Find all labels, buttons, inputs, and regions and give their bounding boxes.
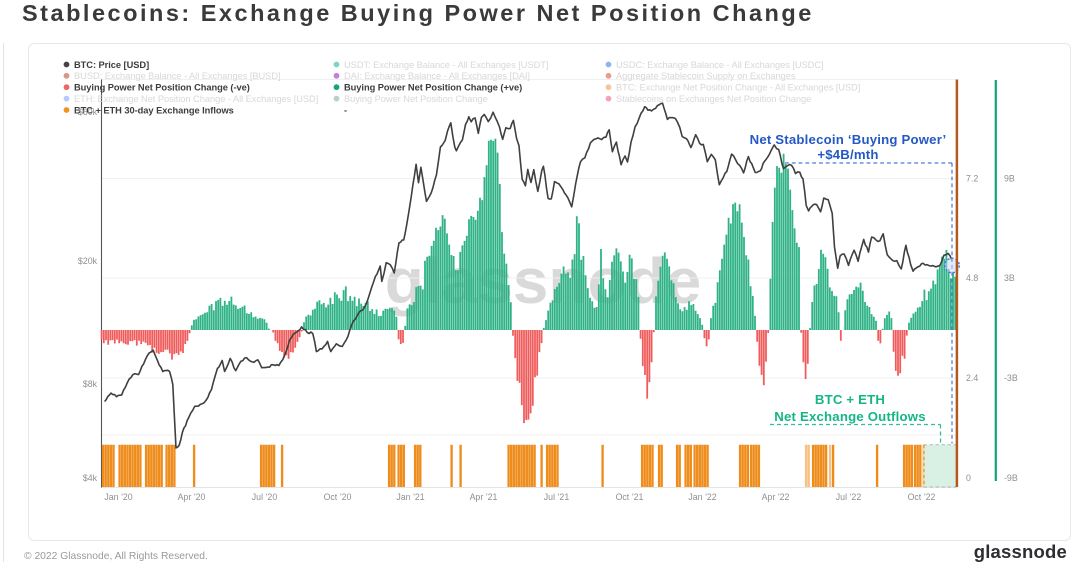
svg-text:$4k: $4k (83, 473, 98, 483)
svg-text:Jan ’22: Jan ’22 (688, 492, 716, 502)
svg-text:7.2: 7.2 (966, 174, 978, 184)
svg-text:Aggregate Stablecoin Supply on: Aggregate Stablecoin Supply on Exchanges (616, 71, 796, 81)
svg-text:Buying Power Net Position Chan: Buying Power Net Position Change (-ve) (74, 83, 250, 93)
svg-text:$20k: $20k (78, 256, 98, 266)
svg-text:BTC + ETH: BTC + ETH (815, 392, 885, 407)
svg-text:BTC: Exchange Net Position Cha: BTC: Exchange Net Position Change - All … (616, 83, 860, 93)
svg-text:BTC: Price [USD]: BTC: Price [USD] (74, 60, 149, 70)
svg-text:Jan ’21: Jan ’21 (396, 492, 424, 502)
svg-text:Stablecoins on Exchanges Net P: Stablecoins on Exchanges Net Position Ch… (616, 94, 811, 104)
svg-text:USDC: Exchange Balance - All E: USDC: Exchange Balance - All Exchanges [… (616, 60, 824, 70)
svg-text:3B: 3B (1004, 273, 1015, 283)
svg-text:9B: 9B (1004, 174, 1015, 184)
svg-text:Oct ’20: Oct ’20 (324, 492, 352, 502)
svg-text:4.8: 4.8 (966, 273, 978, 283)
svg-text:Buying Power Net Position Chan: Buying Power Net Position Change (+ve) (344, 83, 522, 93)
svg-text:Net Exchange Outflows: Net Exchange Outflows (774, 409, 925, 424)
svg-text:Oct ’22: Oct ’22 (908, 492, 936, 502)
svg-text:DAI: Exchange Balance - All Ex: DAI: Exchange Balance - All Exchanges [D… (344, 71, 530, 81)
svg-text:BUSD: Exchange Balance - All E: BUSD: Exchange Balance - All Exchanges [… (74, 71, 281, 81)
svg-text:$8k: $8k (83, 379, 98, 389)
svg-text:Net Stablecoin ‘Buying Power’: Net Stablecoin ‘Buying Power’ (750, 132, 947, 147)
svg-text:Jul ’21: Jul ’21 (544, 492, 570, 502)
svg-text:Jan ’20: Jan ’20 (104, 492, 132, 502)
svg-text:Apr ’21: Apr ’21 (470, 492, 498, 502)
svg-text:Jul ’20: Jul ’20 (252, 492, 278, 502)
svg-text:-3B: -3B (1004, 373, 1018, 383)
svg-text:Jul ’22: Jul ’22 (836, 492, 862, 502)
svg-text:0: 0 (966, 473, 971, 483)
svg-text:ETH: Exchange Net Position Cha: ETH: Exchange Net Position Change - All … (74, 94, 318, 104)
svg-text:Apr ’20: Apr ’20 (178, 492, 206, 502)
svg-text:BTC + ETH 30-day Exchange Infl: BTC + ETH 30-day Exchange Inflows (74, 105, 234, 115)
svg-text:Buying Power Net Position Chan: Buying Power Net Position Change (344, 94, 488, 104)
svg-text:Oct ’21: Oct ’21 (616, 492, 644, 502)
svg-text:+$4B/mth: +$4B/mth (817, 147, 878, 162)
svg-text:-: - (344, 105, 347, 115)
svg-text:Apr ’22: Apr ’22 (762, 492, 790, 502)
svg-text:$60k: $60k (78, 107, 98, 117)
svg-text:USDT: Exchange Balance - All E: USDT: Exchange Balance - All Exchanges [… (344, 60, 548, 70)
svg-text:2.4: 2.4 (966, 373, 978, 383)
svg-text:-9B: -9B (1004, 473, 1018, 483)
